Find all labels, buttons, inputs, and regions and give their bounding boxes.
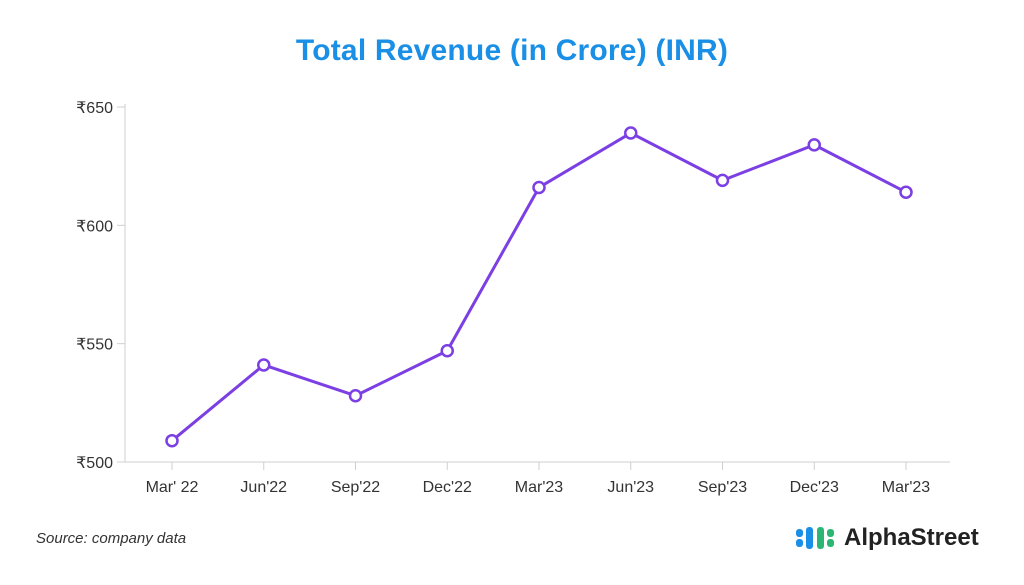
- data-point: [348, 388, 363, 403]
- chart-axes: [124, 104, 950, 463]
- x-tick-label: Mar'23: [882, 479, 931, 496]
- logo-bar: [827, 539, 834, 547]
- x-tick-label: Sep'23: [698, 479, 747, 496]
- x-tick-label: Dec'22: [423, 479, 472, 496]
- chart-title: Total Revenue (in Crore) (INR): [295, 34, 729, 67]
- alphastreet-logo-icon: [796, 527, 834, 549]
- logo-bar: [796, 529, 803, 537]
- data-point: [532, 180, 546, 195]
- source-note: Source: company data: [36, 530, 187, 547]
- x-tick-label: Mar'23: [515, 479, 564, 496]
- data-point: [624, 126, 638, 140]
- logo-bar: [817, 527, 824, 549]
- x-tick-label: Sep'22: [331, 479, 380, 496]
- x-tick-label: Jun'22: [240, 479, 287, 496]
- data-point: [715, 173, 730, 188]
- y-tick-label: ₹550: [76, 337, 113, 354]
- series-line: [171, 131, 907, 442]
- data-point: [807, 138, 821, 152]
- data-point: [165, 433, 179, 448]
- logo-bar: [827, 529, 834, 537]
- y-tick-label: ₹500: [76, 455, 113, 472]
- x-tick-label: Jun'23: [607, 479, 654, 496]
- brand-name: AlphaStreet: [844, 524, 979, 551]
- x-tick-label: Dec'23: [790, 479, 839, 496]
- x-axis-ticks: Mar' 22 Jun'22 Sep'22 Dec'22 Mar'23 Jun'23 Sep…: [146, 462, 931, 496]
- logo-bar: [796, 539, 803, 547]
- y-tick-label: ₹600: [76, 218, 113, 235]
- chart-series: [165, 126, 913, 448]
- y-axis-ticks: ₹500 ₹550 ₹600 ₹650: [76, 100, 125, 472]
- data-point: [257, 358, 271, 372]
- x-tick-label: Mar' 22: [146, 479, 199, 496]
- y-tick-label: ₹650: [76, 100, 113, 117]
- data-point: [440, 344, 454, 358]
- data-point: [899, 185, 913, 199]
- brand-logo: AlphaStreet: [796, 524, 979, 552]
- logo-bar: [806, 527, 813, 549]
